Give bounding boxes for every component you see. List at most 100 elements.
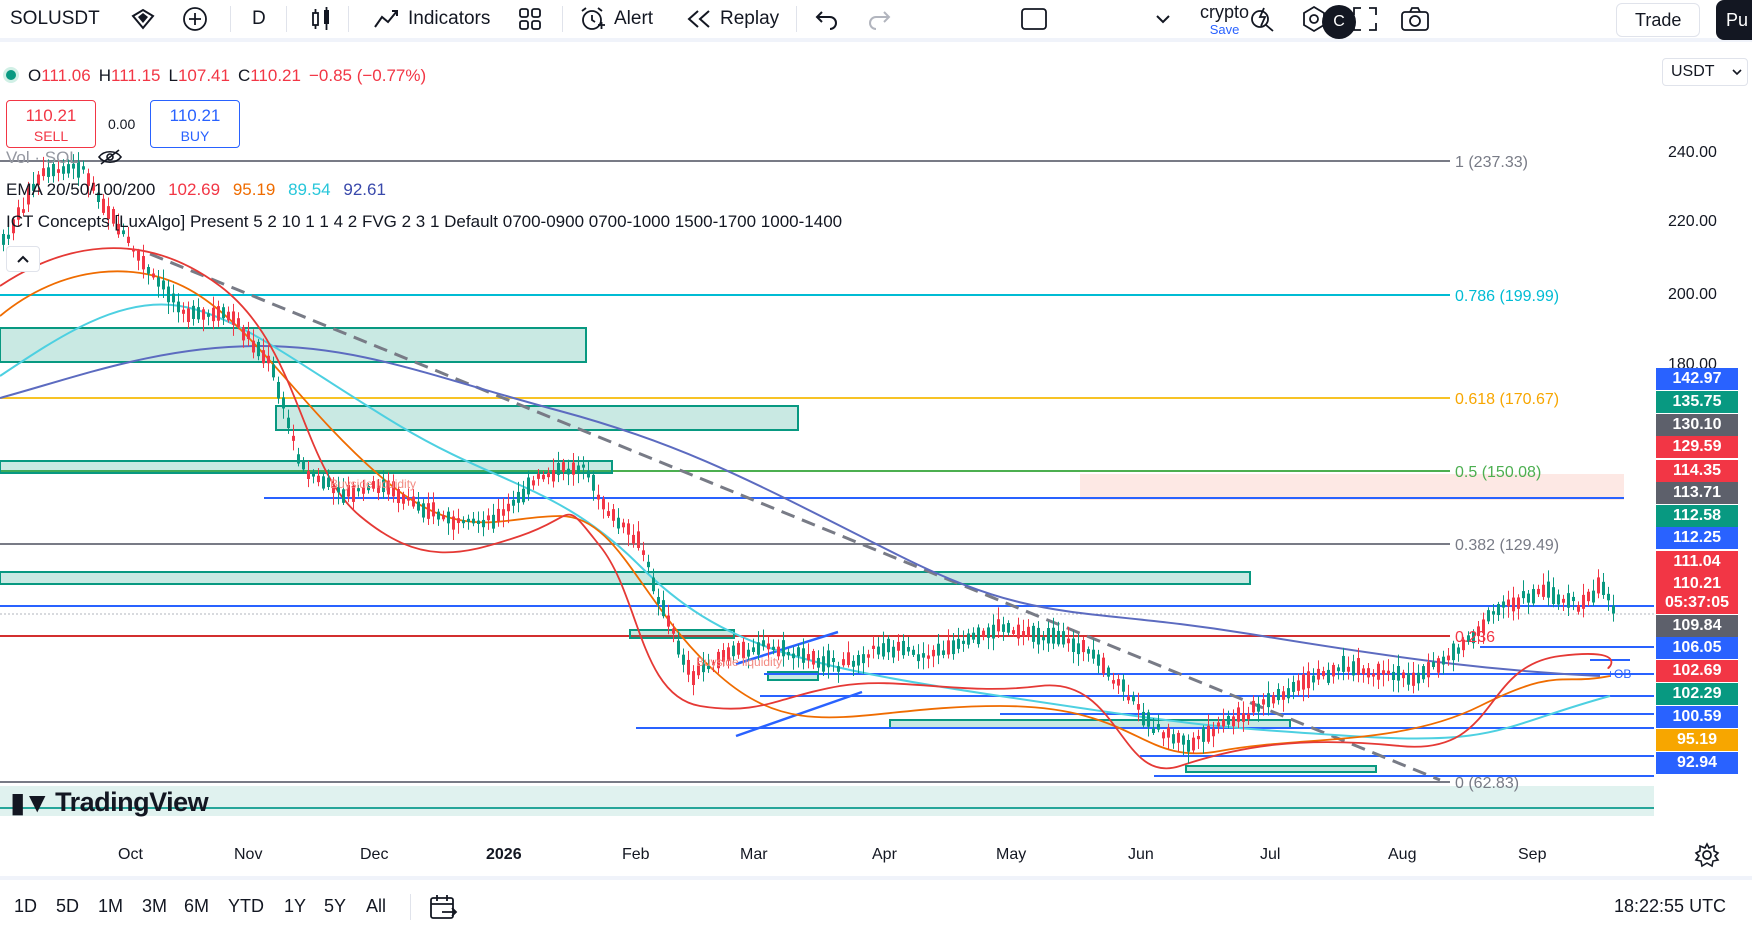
volume-legend[interactable]: Vol · SOL <box>6 148 123 168</box>
ema-200-value: 92.61 <box>343 180 386 199</box>
indicators-icon <box>374 10 398 28</box>
avatar[interactable]: C <box>1322 5 1356 39</box>
ict-concepts-legend[interactable]: ICT Concepts [LuxAlgo] Present 5 2 10 1 … <box>6 212 843 231</box>
order-block[interactable] <box>0 460 613 474</box>
compare-symbols-icon[interactable] <box>128 0 158 38</box>
candle-body <box>1227 715 1230 725</box>
collapse-legend-button[interactable] <box>6 246 40 272</box>
publish-button[interactable]: Pu <box>1716 0 1752 40</box>
indicator-templates-icon[interactable] <box>518 0 542 38</box>
indicators-button[interactable]: Indicators <box>372 0 490 38</box>
candle-body <box>1142 711 1145 726</box>
candle-body <box>197 307 200 320</box>
layout-select-icon[interactable] <box>1020 0 1048 38</box>
eye-crossed-icon[interactable] <box>97 148 123 166</box>
candlestick-series[interactable] <box>2 152 1615 764</box>
range-1m-button[interactable]: 1M <box>98 896 124 916</box>
replay-label: Replay <box>720 8 780 29</box>
candle-body <box>317 475 320 483</box>
quick-search-icon[interactable] <box>1248 0 1276 38</box>
order-block[interactable] <box>275 405 799 431</box>
layout-save-link[interactable]: Save <box>1209 21 1240 37</box>
order-block[interactable] <box>0 327 587 363</box>
order-block-label: +OB <box>1607 667 1631 681</box>
time-tick: Aug <box>1388 846 1417 863</box>
range-6m-button[interactable]: 6M <box>184 896 210 916</box>
range-5y-button[interactable]: 5Y <box>324 896 347 916</box>
candle-body <box>1507 599 1510 607</box>
buy-button[interactable]: 110.21 BUY <box>150 100 240 148</box>
candle-body <box>632 534 635 544</box>
price-chart[interactable]: Buyside liquidity Buyside liquidity +OB … <box>0 46 1752 876</box>
ema-100-line[interactable] <box>0 303 1611 740</box>
candle-body <box>1537 588 1540 595</box>
redo-icon[interactable] <box>866 0 892 38</box>
alert-button[interactable]: Alert <box>578 0 653 38</box>
candle-body <box>1547 581 1550 598</box>
symbol-search-button[interactable]: SOLUSDT <box>10 8 100 29</box>
ema-20-value: 102.69 <box>168 180 221 199</box>
ema-legend[interactable]: EMA 20/50/100/200 102.69 95.19 89.54 92.… <box>6 180 386 200</box>
undo-icon[interactable] <box>814 0 840 38</box>
candle-body <box>447 511 450 524</box>
candle-body <box>1457 647 1460 654</box>
candle-body <box>1452 643 1455 661</box>
candle-body <box>872 645 875 649</box>
camera-icon[interactable] <box>1400 0 1430 38</box>
candle-body <box>777 646 780 657</box>
range-1d-button[interactable]: 1D <box>14 896 38 916</box>
candle-body <box>892 646 895 658</box>
chevron-down-icon[interactable] <box>1154 0 1172 38</box>
candle-body <box>522 488 525 503</box>
candle-body <box>172 293 175 303</box>
candle-body <box>1107 667 1110 677</box>
fullscreen-icon[interactable] <box>1352 0 1378 38</box>
range-3m-button[interactable]: 3M <box>142 896 168 916</box>
interval-button[interactable]: D <box>252 8 266 29</box>
utc-clock[interactable]: 18:22:55 UTC <box>1614 896 1727 916</box>
range-all-button[interactable]: All <box>366 896 387 916</box>
candle-body <box>1342 655 1345 672</box>
time-tick: Feb <box>622 846 650 863</box>
candle-body <box>1517 597 1520 609</box>
chart-settings-icon[interactable] <box>1694 842 1720 873</box>
candle-body <box>852 660 855 667</box>
candle-body <box>627 523 630 535</box>
candle-body <box>1197 735 1200 740</box>
sell-button[interactable]: 110.21 SELL <box>6 100 96 148</box>
range-5d-button[interactable]: 5D <box>56 896 80 916</box>
candle-body <box>1277 688 1280 701</box>
go-to-date-icon[interactable] <box>428 892 458 927</box>
currency-select[interactable]: USDT <box>1662 58 1748 86</box>
bottom-toolbar: 1D 5D 1M 3M 6M YTD 1Y 5Y All 18:22:55 UT… <box>0 876 1752 933</box>
change-value: −0.85 (−0.77%) <box>308 66 427 85</box>
candle-body <box>927 655 930 659</box>
range-1y-button[interactable]: 1Y <box>284 896 307 916</box>
candles-icon[interactable] <box>310 0 332 38</box>
tradingview-logo-icon: ▮▼ <box>10 787 51 818</box>
add-symbol-icon[interactable] <box>182 0 208 38</box>
ema-20-line[interactable] <box>0 247 1613 770</box>
candle-body <box>292 435 295 441</box>
candle-body <box>392 481 395 497</box>
candle-body <box>667 615 670 627</box>
candle-body <box>237 318 240 327</box>
order-block[interactable] <box>1185 765 1377 773</box>
replay-button[interactable]: Replay <box>686 0 779 38</box>
candle-body <box>1487 610 1490 622</box>
candle-body <box>1247 713 1250 720</box>
trade-button[interactable]: Trade <box>1616 3 1701 37</box>
candle-body <box>962 640 965 644</box>
ema-200-line[interactable] <box>0 344 1601 677</box>
candle-body <box>27 188 30 205</box>
layout-name-button[interactable]: crypto Save <box>1200 0 1249 38</box>
channel-line[interactable] <box>735 690 863 738</box>
channel-line[interactable] <box>735 630 839 666</box>
chart-area[interactable]: Buyside liquidity Buyside liquidity +OB … <box>0 46 1752 876</box>
alarm-clock-icon <box>581 7 605 30</box>
order-block[interactable] <box>0 571 1251 585</box>
range-ytd-button[interactable]: YTD <box>228 896 264 916</box>
candle-body <box>1372 673 1375 677</box>
dashed-trendline[interactable] <box>149 252 1441 782</box>
settings-icon[interactable] <box>1300 0 1328 38</box>
